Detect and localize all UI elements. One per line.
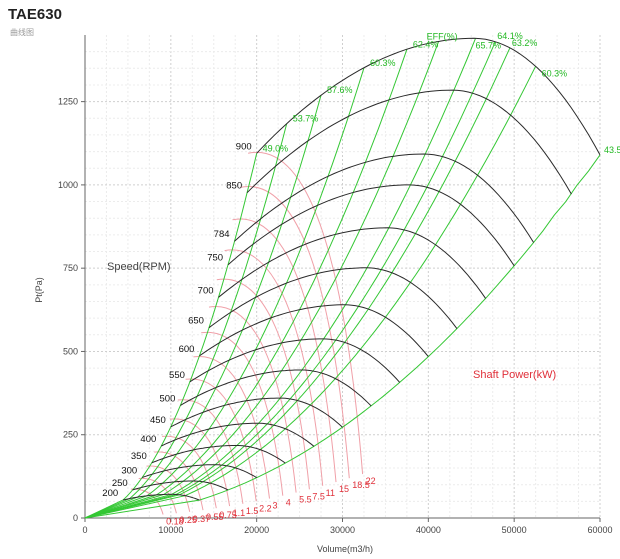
y-tick-label: 500 — [63, 346, 78, 356]
speed-curve-700 — [218, 227, 487, 299]
y-tick-label: 0 — [73, 513, 78, 523]
efficiency-label: 53.7% — [293, 114, 319, 124]
speed-curve-850 — [246, 89, 572, 195]
shaft-power-label: 7.5 — [312, 491, 325, 501]
x-tick-label: 10000 — [158, 525, 183, 535]
speed-label-250: 250 — [112, 478, 128, 489]
shaft-power-curve — [193, 356, 270, 499]
shaft-power-curve — [146, 465, 191, 512]
speed-label-750: 750 — [207, 253, 223, 264]
shaft-power-label: 11 — [326, 488, 335, 498]
efficiency-label: 57.6% — [327, 85, 353, 95]
x-tick-label: 20000 — [244, 525, 269, 535]
speed-curve-650 — [208, 267, 458, 329]
speed-curve-200 — [122, 493, 200, 501]
shaft-power-label: 4 — [286, 498, 291, 508]
speed-curve-600 — [199, 304, 429, 357]
x-tick-label: 60000 — [587, 525, 612, 535]
speed-label-200: 200 — [102, 488, 118, 499]
shaft-power-label: 1.1 — [233, 508, 246, 518]
speed-label-784: 784 — [214, 229, 230, 240]
efficiency-label: 60.3% — [370, 58, 396, 68]
shaft-power-curve — [232, 218, 337, 483]
speed-curve-500 — [180, 369, 372, 407]
speed-label-650: 650 — [188, 316, 204, 327]
efficiency-line — [84, 38, 476, 519]
y-tick-label: 250 — [63, 430, 78, 440]
speed-curve-350 — [151, 445, 286, 464]
speed-curve-250 — [132, 480, 229, 491]
x-tick-label: 0 — [82, 525, 87, 535]
shaft-power-curve — [208, 306, 297, 493]
shaft-power-label: 0.75 — [219, 510, 237, 520]
speed-label-600: 600 — [179, 344, 195, 355]
shaft-power-label: 18.5 — [352, 480, 370, 490]
x-axis-label: Volume(m3/h) — [317, 544, 373, 554]
chart-subtitle: 曲线图 — [10, 28, 34, 37]
shaft-power-caption: Shaft Power(kW) — [473, 369, 556, 381]
efficiency-label: 43.5% — [604, 145, 620, 155]
efficiency-label: 63.2% — [512, 38, 538, 48]
efficiency-label: 64.1% — [497, 31, 523, 41]
speed-curve-750 — [227, 184, 515, 267]
shaft-power-label: 15 — [339, 484, 349, 494]
y-axis-label: Pt(Pa) — [34, 277, 44, 303]
speed-curve-400 — [161, 422, 315, 447]
speed-curve-900 — [256, 37, 601, 156]
shaft-power-label: 2.2 — [259, 503, 272, 513]
shaft-power-label: 0.55 — [206, 512, 224, 522]
speed-label-350: 350 — [131, 451, 147, 462]
shaft-power-label: 0.25 — [179, 515, 197, 525]
y-tick-label: 1250 — [58, 97, 78, 107]
speed-caption: Speed(RPM) — [107, 261, 171, 273]
x-tick-label: 50000 — [502, 525, 527, 535]
y-tick-label: 750 — [63, 263, 78, 273]
chart-title: TAE630 — [8, 6, 62, 23]
shaft-power-label: 22 — [366, 476, 376, 486]
shaft-power-label: 0.37 — [193, 514, 211, 524]
shaft-power-label: 1.5 — [246, 506, 259, 516]
shaft-power-curve — [185, 378, 257, 502]
shaft-power-curve — [154, 451, 204, 511]
efficiency-label: 60.3% — [542, 68, 568, 78]
efficiency-label: 49.0% — [263, 143, 289, 153]
shaft-power-label: 0.18 — [166, 517, 184, 527]
shaft-power-curve — [216, 278, 310, 490]
x-tick-label: 30000 — [330, 525, 355, 535]
speed-label-450: 450 — [150, 415, 166, 426]
efficiency-label: 62.4% — [413, 39, 439, 49]
efficiency-label: EFF(%) — [427, 31, 458, 41]
speed-curve-550 — [189, 338, 401, 383]
shaft-power-curve — [138, 477, 177, 514]
shaft-power-curve — [201, 331, 284, 496]
speed-label-500: 500 — [160, 393, 176, 404]
shaft-power-label: 3 — [272, 501, 277, 511]
speed-label-850: 850 — [226, 181, 242, 192]
plot-axes: 0 10000 20000 30000 40000 50000 60000 0 250 500 75… — [58, 35, 613, 535]
speed-curve-784 — [234, 153, 535, 243]
y-tick-label: 1000 — [58, 180, 78, 190]
speed-curve-300 — [142, 464, 257, 479]
speed-curves — [122, 37, 601, 501]
shaft-power-curve — [162, 435, 217, 509]
shaft-power-label: 5.5 — [299, 495, 312, 505]
shaft-power-curve — [240, 186, 350, 479]
speed-label-400: 400 — [140, 434, 156, 445]
speed-label-700: 700 — [198, 285, 214, 296]
speed-curve-450 — [170, 397, 343, 428]
x-tick-label: 40000 — [416, 525, 441, 535]
speed-label-900: 900 — [236, 141, 252, 152]
speed-label-550: 550 — [169, 370, 185, 381]
efficiency-label: 65.7% — [476, 40, 502, 50]
speed-label-300: 300 — [121, 465, 137, 476]
shaft-power-curve — [169, 418, 231, 507]
plot-grid — [84, 35, 601, 519]
